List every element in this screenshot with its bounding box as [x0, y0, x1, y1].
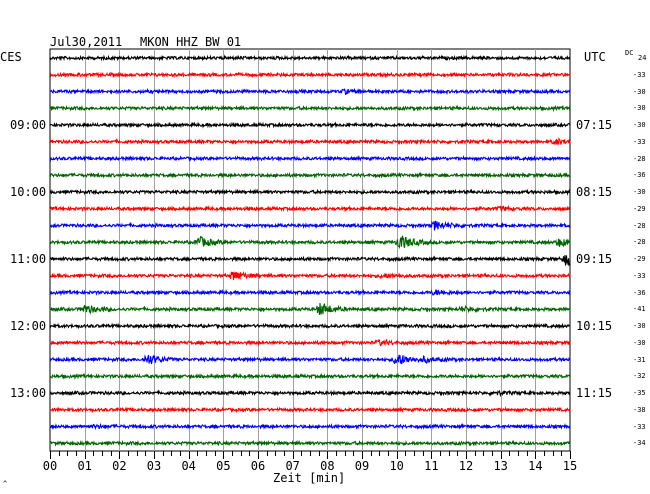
x-tick-label: 10: [389, 459, 403, 473]
trace-row-9: [49, 204, 571, 213]
dc-offset-label: -36: [633, 171, 646, 180]
x-tick-label: 08: [320, 459, 334, 473]
trace-row-22: [49, 422, 571, 431]
trace-row-3: [49, 104, 571, 113]
x-tick-label: 01: [77, 459, 91, 473]
trace-row-5: [49, 137, 571, 146]
trace-row-20: [49, 389, 571, 398]
trace-row-1: [49, 70, 571, 79]
x-tick-label: 13: [493, 459, 507, 473]
x-tick-label: 03: [147, 459, 161, 473]
trace-row-21: [49, 406, 571, 414]
trace-row-15: [49, 302, 571, 315]
x-tick-label: 00: [43, 459, 57, 473]
left-time-label: 11:00: [10, 252, 47, 266]
station-label: MKON HHZ BW 01: [140, 35, 242, 49]
dc-offset-label: -28: [633, 221, 646, 230]
right-time-label: 08:15: [576, 185, 613, 199]
dc-offset-label: -33: [633, 422, 646, 431]
x-tick-label: 15: [563, 459, 577, 473]
trace-row-17: [49, 338, 571, 347]
dc-offset-label: -28: [633, 238, 646, 247]
trace-row-0: [49, 54, 571, 62]
dc-offset-label: -41: [633, 305, 646, 314]
dc-offset-label: -33: [633, 271, 646, 280]
dc-offset-label: -30: [633, 121, 646, 129]
dc-offset-label: -33: [633, 137, 646, 146]
x-tick-label: 12: [459, 459, 473, 473]
x-tick-label: 06: [251, 459, 265, 473]
right-timezone-label: UTC: [584, 50, 606, 64]
trace-row-19: [49, 372, 571, 381]
left-time-label: 09:00: [10, 118, 47, 132]
trace-row-13: [49, 270, 571, 281]
trace-group: [49, 54, 571, 447]
left-time-label: 12:00: [10, 319, 47, 333]
dc-offset-label: -36: [633, 288, 646, 297]
minute-grid: [49, 48, 571, 452]
dc-offset-label: -30: [633, 104, 646, 113]
trace-row-11: [49, 235, 571, 250]
x-axis-title: Zeit [min]: [273, 471, 346, 485]
dc-offset-label: -28: [633, 154, 646, 163]
dc-offset-label: -30: [633, 188, 646, 196]
trace-row-10: [49, 220, 571, 231]
trace-row-8: [49, 188, 571, 196]
trace-row-23: [49, 439, 571, 447]
x-axis: 00 01 02 03 04 05 06 07 08 09 10 11 12 13 14 15: [43, 451, 577, 473]
dc-label: DC: [625, 49, 634, 57]
x-tick-label: 04: [181, 459, 195, 473]
dc-offset-label: -31: [633, 355, 646, 364]
dc-offset-label: -29: [633, 255, 646, 263]
dc-offset-label: -34: [633, 439, 646, 448]
dc-offset-label: -30: [633, 338, 646, 347]
right-time-label: 09:15: [576, 252, 613, 266]
x-tick-label: 05: [216, 459, 230, 473]
dc-offset-label: 24: [638, 54, 647, 62]
x-tick-label: 02: [112, 459, 126, 473]
right-time-label: 10:15: [576, 319, 613, 333]
x-tick-label: 09: [355, 459, 369, 473]
footer-mark: ^: [3, 480, 8, 488]
trace-row-4: [49, 121, 571, 129]
trace-row-16: [49, 322, 571, 330]
dc-offset-label: -30: [633, 87, 646, 96]
left-time-label: 10:00: [10, 185, 47, 199]
trace-row-7: [49, 171, 571, 179]
dc-offset-label: -30: [633, 322, 646, 330]
left-time-label: 13:00: [10, 386, 47, 400]
trace-row-6: [49, 154, 571, 163]
dc-offset-label: -35: [633, 389, 646, 397]
dc-offset-label: -29: [633, 204, 646, 213]
x-tick-label: 14: [528, 459, 542, 473]
trace-row-18: [49, 354, 571, 365]
date-label: Jul30,2011: [50, 35, 123, 49]
trace-row-2: [49, 87, 571, 96]
left-timezone-label: CES: [0, 50, 22, 64]
dc-offset-label: -33: [633, 70, 646, 79]
dc-offset-label: -32: [633, 372, 646, 381]
x-tick-label: 11: [424, 459, 438, 473]
trace-row-14: [49, 288, 571, 297]
dc-offset-label: -38: [633, 405, 646, 414]
trace-row-12: [49, 255, 571, 267]
right-time-label: 11:15: [576, 386, 613, 400]
right-time-label: 07:15: [576, 118, 613, 132]
x-tick-label: 07: [285, 459, 299, 473]
